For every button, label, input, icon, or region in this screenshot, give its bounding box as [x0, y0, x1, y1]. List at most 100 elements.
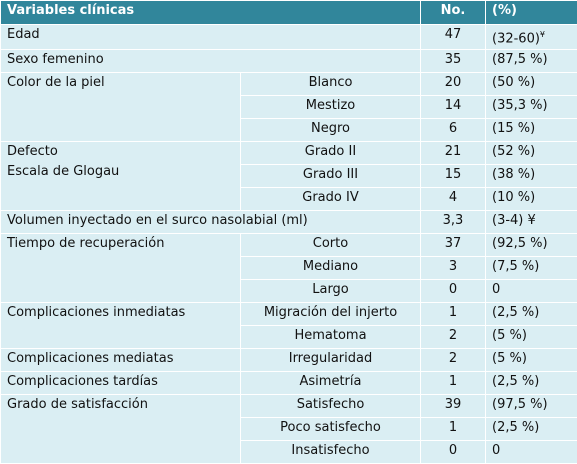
variable-cell: Tiempo de recuperación — [1, 234, 241, 303]
percent-cell: (52 %) — [486, 142, 577, 165]
category-cell: Negro — [241, 119, 421, 142]
percent-cell: (2,5 %) — [486, 418, 577, 441]
percent-text: (2,5 %) — [492, 420, 539, 435]
variable-label: Color de la piel — [7, 73, 240, 93]
percent-text: (52 %) — [492, 144, 535, 159]
category-cell: Insatisfecho — [241, 441, 421, 464]
category-cell: Irregularidad — [241, 349, 421, 372]
percent-cell: (35,3 %) — [486, 96, 577, 119]
percent-text: (5 %) — [492, 328, 527, 343]
percent-text: (3-4) ¥ — [492, 213, 536, 228]
count-cell: 39 — [421, 395, 486, 418]
variable-label: Edad — [7, 25, 420, 45]
count-cell: 4 — [421, 188, 486, 211]
category-cell: Satisfecho — [241, 395, 421, 418]
category-cell: Migración del injerto — [241, 303, 421, 326]
percent-text: 0 — [492, 282, 500, 297]
variable-cell: Complicaciones inmediatas — [1, 303, 241, 349]
percent-text: (32-60) — [492, 31, 540, 46]
count-cell: 3,3 — [421, 211, 486, 234]
variable-label: Complicaciones inmediatas — [7, 303, 240, 323]
count-cell: 21 — [421, 142, 486, 165]
variable-label: Volumen inyectado en el surco nasolabial… — [7, 211, 420, 231]
percent-text: (10 %) — [492, 190, 535, 205]
percent-cell: (7,5 %) — [486, 257, 577, 280]
category-cell: Blanco — [241, 73, 421, 96]
header-row: Variables clínicas No. (%) — [1, 1, 577, 25]
variable-cell: Grado de satisfacción — [1, 395, 241, 464]
percent-text: (97,5 %) — [492, 397, 548, 412]
variable-label: Tiempo de recuperación — [7, 234, 240, 254]
category-cell: Mestizo — [241, 96, 421, 119]
count-cell: 14 — [421, 96, 486, 119]
percent-cell: (92,5 %) — [486, 234, 577, 257]
percent-text: (92,5 %) — [492, 236, 548, 251]
variable-label: Escala de Glogau — [7, 162, 240, 182]
percent-cell: (5 %) — [486, 349, 577, 372]
percent-cell: (2,5 %) — [486, 372, 577, 395]
percent-text: (2,5 %) — [492, 374, 539, 389]
category-cell: Hematoma — [241, 326, 421, 349]
variable-label: Complicaciones tardías — [7, 372, 240, 392]
count-cell: 3 — [421, 257, 486, 280]
category-cell: Poco satisfecho — [241, 418, 421, 441]
percent-text: (15 %) — [492, 121, 535, 136]
percent-cell: (50 %) — [486, 73, 577, 96]
percent-text: (35,3 %) — [492, 98, 548, 113]
count-cell: 37 — [421, 234, 486, 257]
count-cell: 1 — [421, 372, 486, 395]
percent-text: 0 — [492, 443, 500, 458]
percent-text: (38 %) — [492, 167, 535, 182]
percent-cell: (38 %) — [486, 165, 577, 188]
percent-text: (5 %) — [492, 351, 527, 366]
count-cell: 2 — [421, 326, 486, 349]
percent-cell: 0 — [486, 441, 577, 464]
variable-cell: Complicaciones mediatas — [1, 349, 241, 372]
percent-text: (50 %) — [492, 75, 535, 90]
variable-cell: Sexo femenino — [1, 50, 421, 73]
count-cell: 0 — [421, 280, 486, 303]
table-row: Volumen inyectado en el surco nasolabial… — [1, 211, 577, 234]
variable-cell: Complicaciones tardías — [1, 372, 241, 395]
variable-cell: Edad — [1, 25, 421, 50]
count-cell: 0 — [421, 441, 486, 464]
percent-cell: 0 — [486, 280, 577, 303]
count-cell: 15 — [421, 165, 486, 188]
percent-cell: (15 %) — [486, 119, 577, 142]
note-mark: ¥ — [540, 30, 545, 39]
header-cell: (%) — [486, 1, 577, 25]
percent-cell: (97,5 %) — [486, 395, 577, 418]
category-cell: Largo — [241, 280, 421, 303]
percent-cell: (2,5 %) — [486, 303, 577, 326]
count-cell: 1 — [421, 418, 486, 441]
percent-text: (2,5 %) — [492, 305, 539, 320]
variable-label: Grado de satisfacción — [7, 395, 240, 415]
variable-cell: Volumen inyectado en el surco nasolabial… — [1, 211, 421, 234]
count-cell: 6 — [421, 119, 486, 142]
variable-label: Complicaciones mediatas — [7, 349, 240, 369]
category-cell: Corto — [241, 234, 421, 257]
variable-cell: Color de la piel — [1, 73, 241, 142]
variable-label: Sexo femenino — [7, 50, 420, 70]
category-cell: Mediano — [241, 257, 421, 280]
category-cell: Grado II — [241, 142, 421, 165]
category-cell: Grado IV — [241, 188, 421, 211]
header-cell: No. — [421, 1, 486, 25]
count-cell: 1 — [421, 303, 486, 326]
count-cell: 35 — [421, 50, 486, 73]
percent-cell: (3-4) ¥ — [486, 211, 577, 234]
count-cell: 2 — [421, 349, 486, 372]
count-cell: 47 — [421, 25, 486, 50]
